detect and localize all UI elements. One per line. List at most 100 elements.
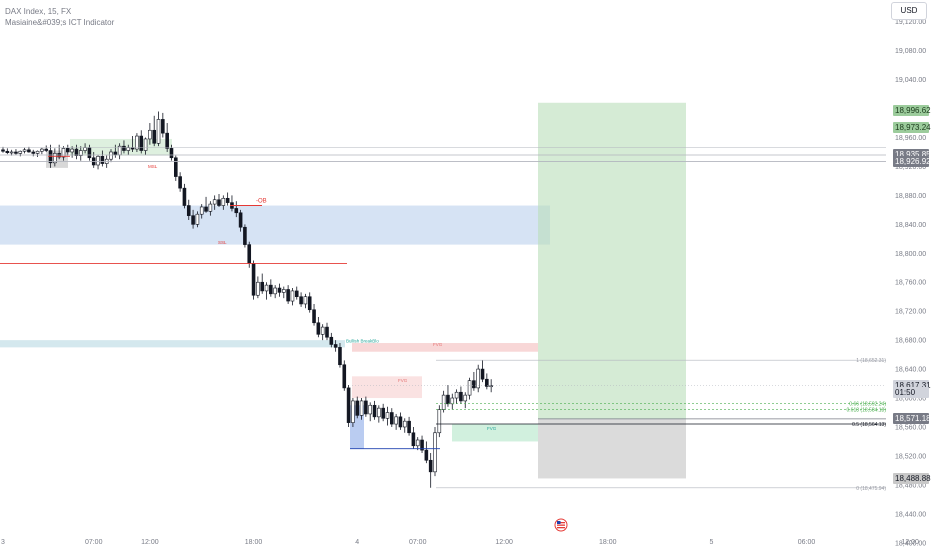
fib-label: 0.66 (18,592.24) — [849, 402, 886, 408]
candle-body — [316, 322, 321, 335]
candle-body — [40, 148, 44, 152]
time-tick-label: 07:00 — [85, 539, 103, 546]
symbol-title[interactable]: DAX Index, 15, FX — [5, 7, 72, 16]
candle-body — [342, 364, 347, 389]
price-tag: 18,935.85 — [893, 149, 931, 161]
candle-body — [433, 432, 437, 473]
long-target-zone — [538, 102, 686, 419]
time-tick-label: 12:00 — [141, 539, 159, 546]
candle-body — [320, 326, 325, 335]
candle-body — [381, 407, 385, 419]
price-tick-label: 18,840.00 — [895, 222, 926, 229]
annotation-label: -OB — [256, 199, 267, 205]
candle-body — [359, 400, 364, 416]
time-tick-label: 12:00 — [495, 539, 513, 546]
annotation-label: FVG — [398, 378, 408, 383]
candle-body — [234, 208, 239, 214]
candle-body — [100, 156, 105, 164]
candle-body — [96, 156, 100, 166]
price-tick-label: 18,960.00 — [895, 135, 926, 142]
candle-body — [281, 289, 286, 293]
time-axis[interactable]: 3 07:00 12:00 18:00 4 07:00 12:00 18:00 5 06:00 12… — [1, 539, 919, 546]
candle-body — [480, 368, 485, 380]
currency-button[interactable]: USD — [891, 2, 927, 20]
candle-body — [27, 149, 31, 153]
annotation-label: Bullish BreakBlo — [346, 338, 379, 343]
price-tick-label: 18,680.00 — [895, 338, 926, 345]
candle-body — [152, 129, 156, 144]
candle-body — [9, 151, 14, 154]
annotation-label: FVG — [433, 342, 443, 347]
time-tick-label: 06:00 — [798, 539, 816, 546]
candle-body — [312, 309, 316, 324]
candle-body — [243, 226, 247, 245]
candle-body — [420, 439, 424, 451]
candle-body — [333, 344, 338, 348]
candle-body — [14, 151, 18, 154]
fvg-zone-lower — [452, 424, 538, 442]
candle-body — [18, 150, 23, 154]
candle-body — [273, 287, 277, 295]
price-tag: 18,571.18 — [893, 413, 931, 425]
price-tick-label: 19,120.00 — [895, 19, 926, 26]
candle-body — [489, 385, 493, 388]
candle-body — [212, 199, 217, 205]
candle-body — [174, 157, 178, 177]
candle-body — [169, 148, 174, 159]
time-tick-label: 12:00 — [901, 539, 919, 546]
candle-body — [351, 400, 355, 423]
price-tick-label: 18,480.00 — [895, 482, 926, 489]
candle-body — [428, 459, 433, 473]
candle-body — [204, 206, 208, 212]
candle-body — [463, 394, 468, 402]
time-tick-label: 4 — [355, 539, 359, 546]
indicator-name[interactable]: Masiaine&#039;s ICT Indicator — [5, 18, 115, 27]
time-tick-label: 18:00 — [245, 539, 263, 546]
candle-body — [74, 148, 79, 156]
candles — [1, 111, 493, 488]
long-stop-zone — [538, 418, 686, 479]
price-tag: 01:50 — [893, 387, 929, 399]
candle-body — [148, 129, 152, 140]
candle-body — [437, 409, 442, 434]
price-tick-label: 18,760.00 — [895, 280, 926, 287]
price-tick-label: 18,880.00 — [895, 193, 926, 200]
candle-body — [346, 387, 351, 423]
candle-body — [199, 206, 204, 215]
candle-body — [277, 287, 282, 293]
candle-body — [35, 150, 40, 154]
annotation-label: MSL — [148, 164, 158, 169]
time-tick-label: 18:00 — [599, 539, 617, 546]
candle-body — [402, 420, 407, 428]
candle-body — [299, 296, 303, 305]
candle-body — [377, 407, 381, 418]
candle-body — [446, 394, 450, 405]
candle-body — [441, 394, 446, 410]
price-axis[interactable]: 18,400.00 18,440.00 18,480.00 18,520.00 18,5… — [886, 0, 932, 550]
price-tag: 18,996.62 — [893, 105, 931, 117]
candle-body — [139, 135, 144, 151]
candle-body — [368, 404, 373, 415]
price-tick-label: 18,400.00 — [895, 540, 926, 547]
candle-body — [83, 147, 87, 151]
chart-legend: DAX Index, 15, FX Masiaine&#039;s ICT In… — [5, 6, 114, 28]
breaker-zone — [0, 340, 345, 348]
candle-body — [338, 347, 342, 366]
candle-body — [61, 148, 66, 158]
candle-body — [476, 368, 481, 389]
candle-body — [424, 449, 429, 461]
candle-body — [70, 148, 74, 153]
fib-label: 1 (18,652.31) — [856, 358, 886, 364]
candle-body — [269, 284, 273, 295]
candle-body — [122, 145, 126, 151]
time-tick-label: 3 — [1, 539, 5, 546]
price-tick-label: 18,800.00 — [895, 251, 926, 258]
candle-body — [126, 147, 131, 151]
candle-body — [186, 205, 191, 216]
candle-body — [195, 213, 200, 225]
candle-body — [355, 400, 360, 416]
us-flag-icon[interactable] — [554, 518, 568, 532]
candle-body — [109, 151, 113, 160]
price-tick-label: 19,040.00 — [895, 77, 926, 84]
